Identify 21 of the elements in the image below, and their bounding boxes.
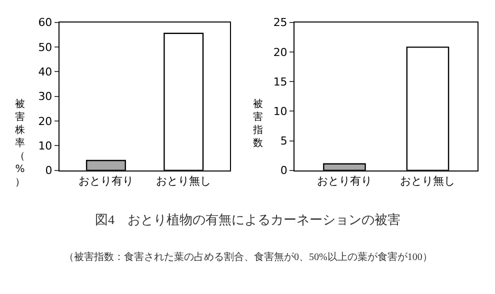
- y-tick-label: 20: [38, 114, 52, 128]
- x-tick-label: おとり有り: [78, 174, 134, 188]
- y-tick-label: 40: [38, 66, 52, 79]
- y-tick-label: 10: [38, 140, 52, 153]
- y-tick-label: 0: [280, 164, 288, 178]
- y-tick-label: 60: [38, 16, 52, 30]
- y-tick-label: 15: [273, 75, 288, 88]
- y-tick-label: 50: [38, 40, 52, 54]
- text: 図4 おとり植物の有無によるカーネーションの被害: [95, 212, 400, 227]
- y-tick-label: 0: [45, 164, 52, 178]
- x-tick-label: おとり無し: [400, 174, 456, 188]
- y-tick-label: 25: [273, 16, 288, 30]
- x-tick-label: おとり有り: [316, 174, 372, 188]
- y-tick-label: 10: [273, 105, 288, 118]
- x-tick-label: おとり無し: [156, 174, 212, 188]
- y-axis-title: 被害株率（%）: [14, 98, 25, 188]
- text: （被害指数：食害された葉の占める割合、食害無が0、50%以上の葉が食害が100）: [64, 251, 432, 263]
- y-tick-label: 30: [38, 90, 52, 104]
- y-tick-label: 20: [273, 46, 288, 59]
- y-axis-title: 被害指数: [252, 98, 263, 149]
- y-tick-label: 5: [280, 134, 288, 148]
